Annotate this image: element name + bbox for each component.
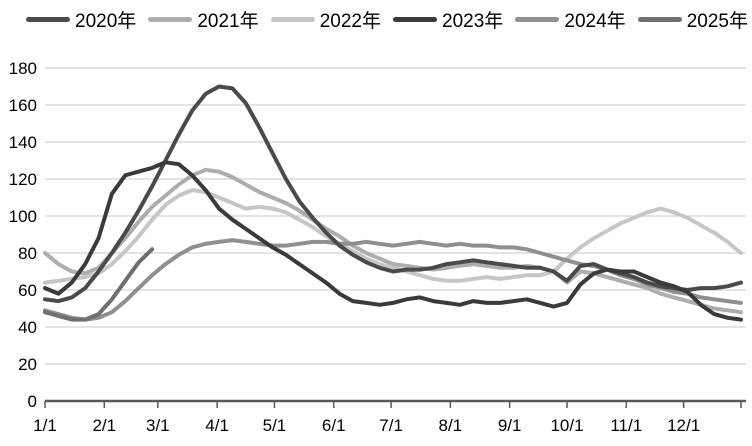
y-tick-label: 120 bbox=[9, 170, 37, 189]
series-line-2022 bbox=[43, 188, 743, 285]
series-line-2021 bbox=[43, 167, 743, 315]
x-tick-label: 5/1 bbox=[263, 416, 287, 435]
x-tick-label: 4/1 bbox=[205, 416, 229, 435]
x-tick-label: 10/1 bbox=[550, 416, 583, 435]
y-tick-label: 80 bbox=[18, 244, 37, 263]
series-line-2023 bbox=[43, 160, 743, 322]
series-line-2025 bbox=[43, 247, 155, 322]
y-tick-label: 20 bbox=[18, 355, 37, 374]
x-tick-label: 2/1 bbox=[92, 416, 116, 435]
x-tick-label: 11/1 bbox=[610, 416, 642, 435]
y-tick-label: 160 bbox=[9, 96, 37, 115]
series-line-2020 bbox=[43, 84, 743, 304]
y-tick-label: 40 bbox=[18, 318, 37, 337]
y-tick-label: 140 bbox=[9, 133, 37, 152]
y-tick-label: 0 bbox=[28, 392, 37, 411]
x-tick-label: 8/1 bbox=[439, 416, 463, 435]
x-tick-label: 12/1 bbox=[667, 416, 700, 435]
x-tick-label: 1/1 bbox=[33, 416, 57, 435]
y-tick-label: 100 bbox=[9, 207, 37, 226]
x-tick-label: 6/1 bbox=[322, 416, 346, 435]
x-tick-label: 7/1 bbox=[379, 416, 403, 435]
y-tick-label: 60 bbox=[18, 281, 37, 300]
y-tick-label: 180 bbox=[9, 59, 37, 78]
x-tick-label: 9/1 bbox=[498, 416, 522, 435]
x-tick-label: 3/1 bbox=[146, 416, 170, 435]
